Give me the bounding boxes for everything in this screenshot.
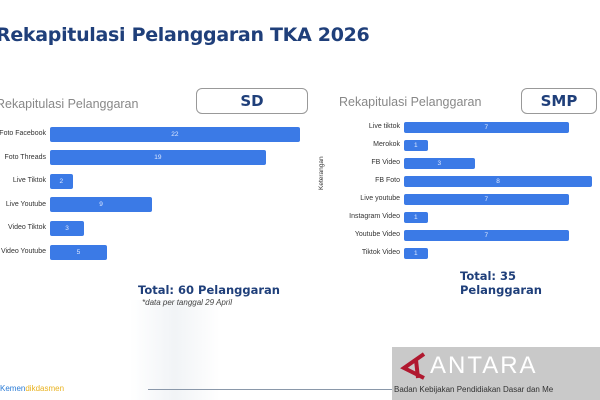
bar-value-label: 8 bbox=[496, 177, 500, 185]
page-title: Rekapitulasi Pelanggaran TKA 2026 bbox=[0, 24, 370, 46]
background-figure bbox=[130, 300, 220, 400]
bar: 2 bbox=[50, 173, 73, 189]
bar-value-label: 5 bbox=[76, 248, 81, 256]
bar-value-label: 7 bbox=[484, 123, 489, 131]
bar-label: Video Tiktok bbox=[7, 224, 46, 232]
bar-label: Instagram Video bbox=[349, 213, 400, 220]
bar-label: Foto Facebook bbox=[0, 130, 46, 137]
smp-total: Total: 35 Pelanggaran bbox=[460, 269, 542, 297]
bar-value-label: 22 bbox=[171, 130, 179, 138]
bar: 3 bbox=[50, 220, 85, 236]
antara-logo-icon bbox=[400, 352, 426, 380]
bar-value-label: 7 bbox=[484, 231, 489, 239]
bar: 1 bbox=[404, 247, 428, 259]
sd-subtitle: Rekapitulasi Pelanggaran bbox=[0, 97, 139, 111]
bar-value-label: 1 bbox=[413, 249, 418, 257]
antara-wordmark: ANTARA bbox=[430, 352, 538, 379]
bar-value-label: 1 bbox=[413, 213, 418, 221]
bar: 5 bbox=[50, 244, 107, 260]
bar-value-label: 2 bbox=[59, 177, 64, 185]
bar: 7 bbox=[404, 229, 569, 241]
bar-label: Merokok bbox=[373, 141, 400, 148]
bar-label: FB Video bbox=[371, 159, 400, 166]
bar-label: Foto Threads bbox=[4, 153, 46, 161]
bar-value-label: 3 bbox=[65, 224, 69, 232]
bar: 9 bbox=[50, 197, 153, 213]
bar-value-label: 1 bbox=[413, 141, 418, 149]
bar: 19 bbox=[50, 150, 266, 166]
bar-value-label: 3 bbox=[437, 159, 442, 167]
bar-value-label: 9 bbox=[99, 201, 103, 209]
footer-divider bbox=[148, 389, 393, 390]
sd-level-badge: SD bbox=[196, 88, 308, 114]
bar-label: Live youtube bbox=[360, 195, 400, 202]
bar-label: Youtube Video bbox=[354, 231, 400, 238]
bar: 8 bbox=[404, 175, 592, 187]
bar: 7 bbox=[404, 121, 569, 133]
smp-level-badge: SMP bbox=[521, 88, 597, 114]
bar: 22 bbox=[50, 126, 300, 142]
bar: 1 bbox=[404, 139, 428, 151]
bar-label: FB Foto bbox=[375, 177, 400, 184]
antara-watermark bbox=[392, 347, 600, 400]
footer-caption: Badan Kebijakan Pendidiakan Dasar dan Me bbox=[394, 385, 554, 394]
bar-label: Tiktok Video bbox=[361, 249, 400, 256]
sd-total: Total: 60 Pelanggaran bbox=[138, 283, 280, 297]
bar-value-label: 19 bbox=[154, 154, 162, 162]
kemendikdasmen-logo: Kemendikdasmen bbox=[0, 384, 65, 393]
sd-note: *data per tanggal 29 April bbox=[142, 298, 232, 307]
bar: 7 bbox=[404, 193, 569, 205]
bar-label: Live tiktok bbox=[368, 123, 400, 130]
bar-label: Live Youtube bbox=[5, 200, 46, 208]
bar-label: Video Youtube bbox=[0, 248, 46, 255]
smp-subtitle: Rekapitulasi Pelanggaran bbox=[339, 95, 482, 109]
bar: 1 bbox=[404, 211, 428, 223]
bar: 3 bbox=[404, 157, 475, 169]
bar-label: Live Tiktok bbox=[12, 177, 46, 185]
bar-value-label: 7 bbox=[484, 195, 489, 203]
